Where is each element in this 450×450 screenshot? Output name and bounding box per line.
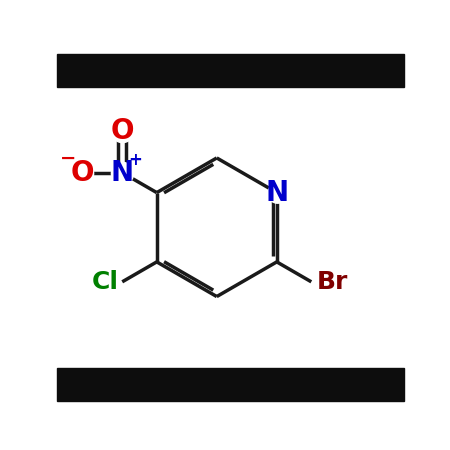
Text: Br: Br (316, 270, 348, 294)
Text: O: O (71, 159, 94, 187)
Bar (58, 368, 404, 400)
Text: O: O (111, 117, 134, 145)
Text: N: N (265, 179, 288, 207)
Text: Cl: Cl (92, 270, 119, 294)
Text: +: + (128, 150, 142, 168)
Bar (58, 54, 404, 87)
Text: −: − (60, 148, 76, 167)
Text: N: N (111, 159, 134, 187)
